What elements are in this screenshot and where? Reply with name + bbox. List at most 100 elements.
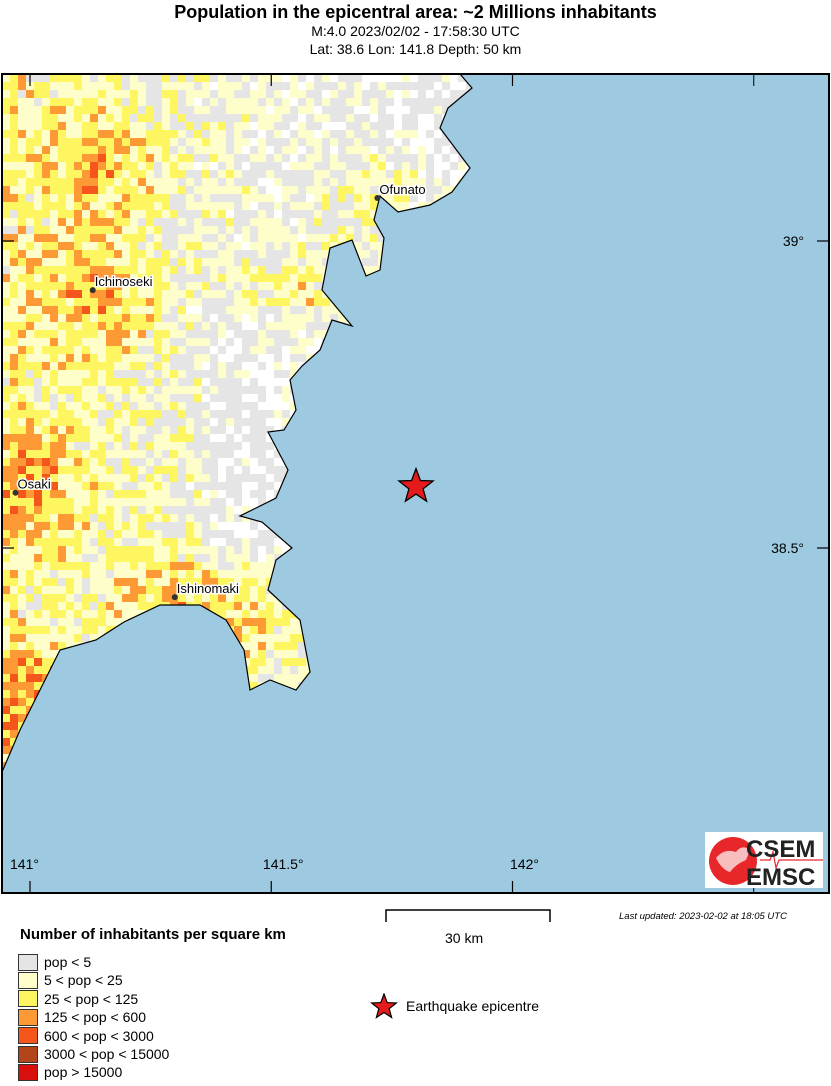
population-cell — [242, 506, 250, 514]
population-cell — [122, 274, 130, 282]
population-cell — [178, 106, 186, 114]
population-cell — [50, 402, 58, 410]
population-cell — [138, 218, 146, 226]
population-cell — [298, 90, 306, 98]
population-cell — [2, 554, 10, 562]
population-cell — [58, 130, 66, 138]
population-cell — [218, 426, 226, 434]
population-cell — [178, 474, 186, 482]
population-cell — [18, 426, 26, 434]
population-cell — [186, 186, 194, 194]
population-cell — [114, 570, 122, 578]
population-cell — [10, 650, 18, 658]
population-cell — [122, 394, 130, 402]
population-cell — [210, 282, 218, 290]
population-cell — [202, 242, 210, 250]
population-cell — [386, 98, 394, 106]
population-cell — [258, 490, 266, 498]
population-cell — [58, 138, 66, 146]
population-cell — [146, 338, 154, 346]
population-cell — [26, 602, 34, 610]
population-cell — [210, 578, 218, 586]
population-cell — [34, 602, 42, 610]
population-cell — [346, 218, 354, 226]
population-cell — [170, 354, 178, 362]
population-cell — [170, 234, 178, 242]
population-cell — [90, 146, 98, 154]
population-cell — [250, 194, 258, 202]
population-cell — [250, 634, 258, 642]
population-cell — [66, 370, 74, 378]
population-cell — [66, 106, 74, 114]
population-cell — [322, 106, 330, 114]
population-cell — [50, 146, 58, 154]
population-cell — [138, 554, 146, 562]
population-cell — [10, 378, 18, 386]
population-cell — [66, 458, 74, 466]
population-cell — [346, 130, 354, 138]
population-cell — [122, 330, 130, 338]
population-cell — [2, 482, 10, 490]
population-cell — [346, 186, 354, 194]
population-map[interactable]: 141° 141.5° 142°39°38.5° OfunatoIchinoseki… — [0, 0, 831, 900]
population-cell — [202, 282, 210, 290]
population-cell — [154, 186, 162, 194]
population-cell — [122, 290, 130, 298]
population-cell — [354, 226, 362, 234]
population-cell — [234, 146, 242, 154]
population-cell — [10, 538, 18, 546]
population-cell — [138, 106, 146, 114]
population-cell — [178, 346, 186, 354]
population-cell — [186, 82, 194, 90]
population-cell — [90, 418, 98, 426]
population-cell — [106, 298, 114, 306]
population-cell — [130, 234, 138, 242]
population-cell — [226, 266, 234, 274]
population-cell — [82, 378, 90, 386]
population-cell — [178, 418, 186, 426]
population-cell — [178, 234, 186, 242]
population-cell — [58, 90, 66, 98]
population-cell — [42, 290, 50, 298]
population-cell — [106, 186, 114, 194]
population-cell — [138, 586, 146, 594]
population-cell — [178, 258, 186, 266]
population-cell — [250, 410, 258, 418]
population-cell — [242, 650, 250, 658]
population-cell — [18, 250, 26, 258]
population-cell — [2, 338, 10, 346]
population-cell — [138, 394, 146, 402]
population-cell — [114, 554, 122, 562]
population-cell — [266, 658, 274, 666]
population-cell — [74, 202, 82, 210]
population-cell — [402, 74, 410, 82]
population-cell — [242, 218, 250, 226]
population-cell — [10, 738, 18, 746]
population-cell — [90, 314, 98, 322]
population-cell — [74, 266, 82, 274]
population-cell — [298, 154, 306, 162]
population-cell — [58, 346, 66, 354]
population-cell — [178, 130, 186, 138]
population-cell — [50, 98, 58, 106]
population-cell — [322, 162, 330, 170]
population-cell — [170, 434, 178, 442]
population-cell — [258, 634, 266, 642]
population-cell — [282, 282, 290, 290]
population-cell — [18, 674, 26, 682]
population-cell — [138, 402, 146, 410]
population-cell — [74, 490, 82, 498]
population-cell — [10, 194, 18, 202]
population-cell — [82, 586, 90, 594]
population-cell — [98, 306, 106, 314]
population-cell — [282, 82, 290, 90]
population-cell — [10, 586, 18, 594]
population-cell — [154, 482, 162, 490]
population-cell — [10, 170, 18, 178]
population-cell — [34, 194, 42, 202]
population-cell — [50, 106, 58, 114]
population-cell — [90, 498, 98, 506]
population-cell — [266, 322, 274, 330]
population-cell — [170, 466, 178, 474]
population-cell — [98, 226, 106, 234]
